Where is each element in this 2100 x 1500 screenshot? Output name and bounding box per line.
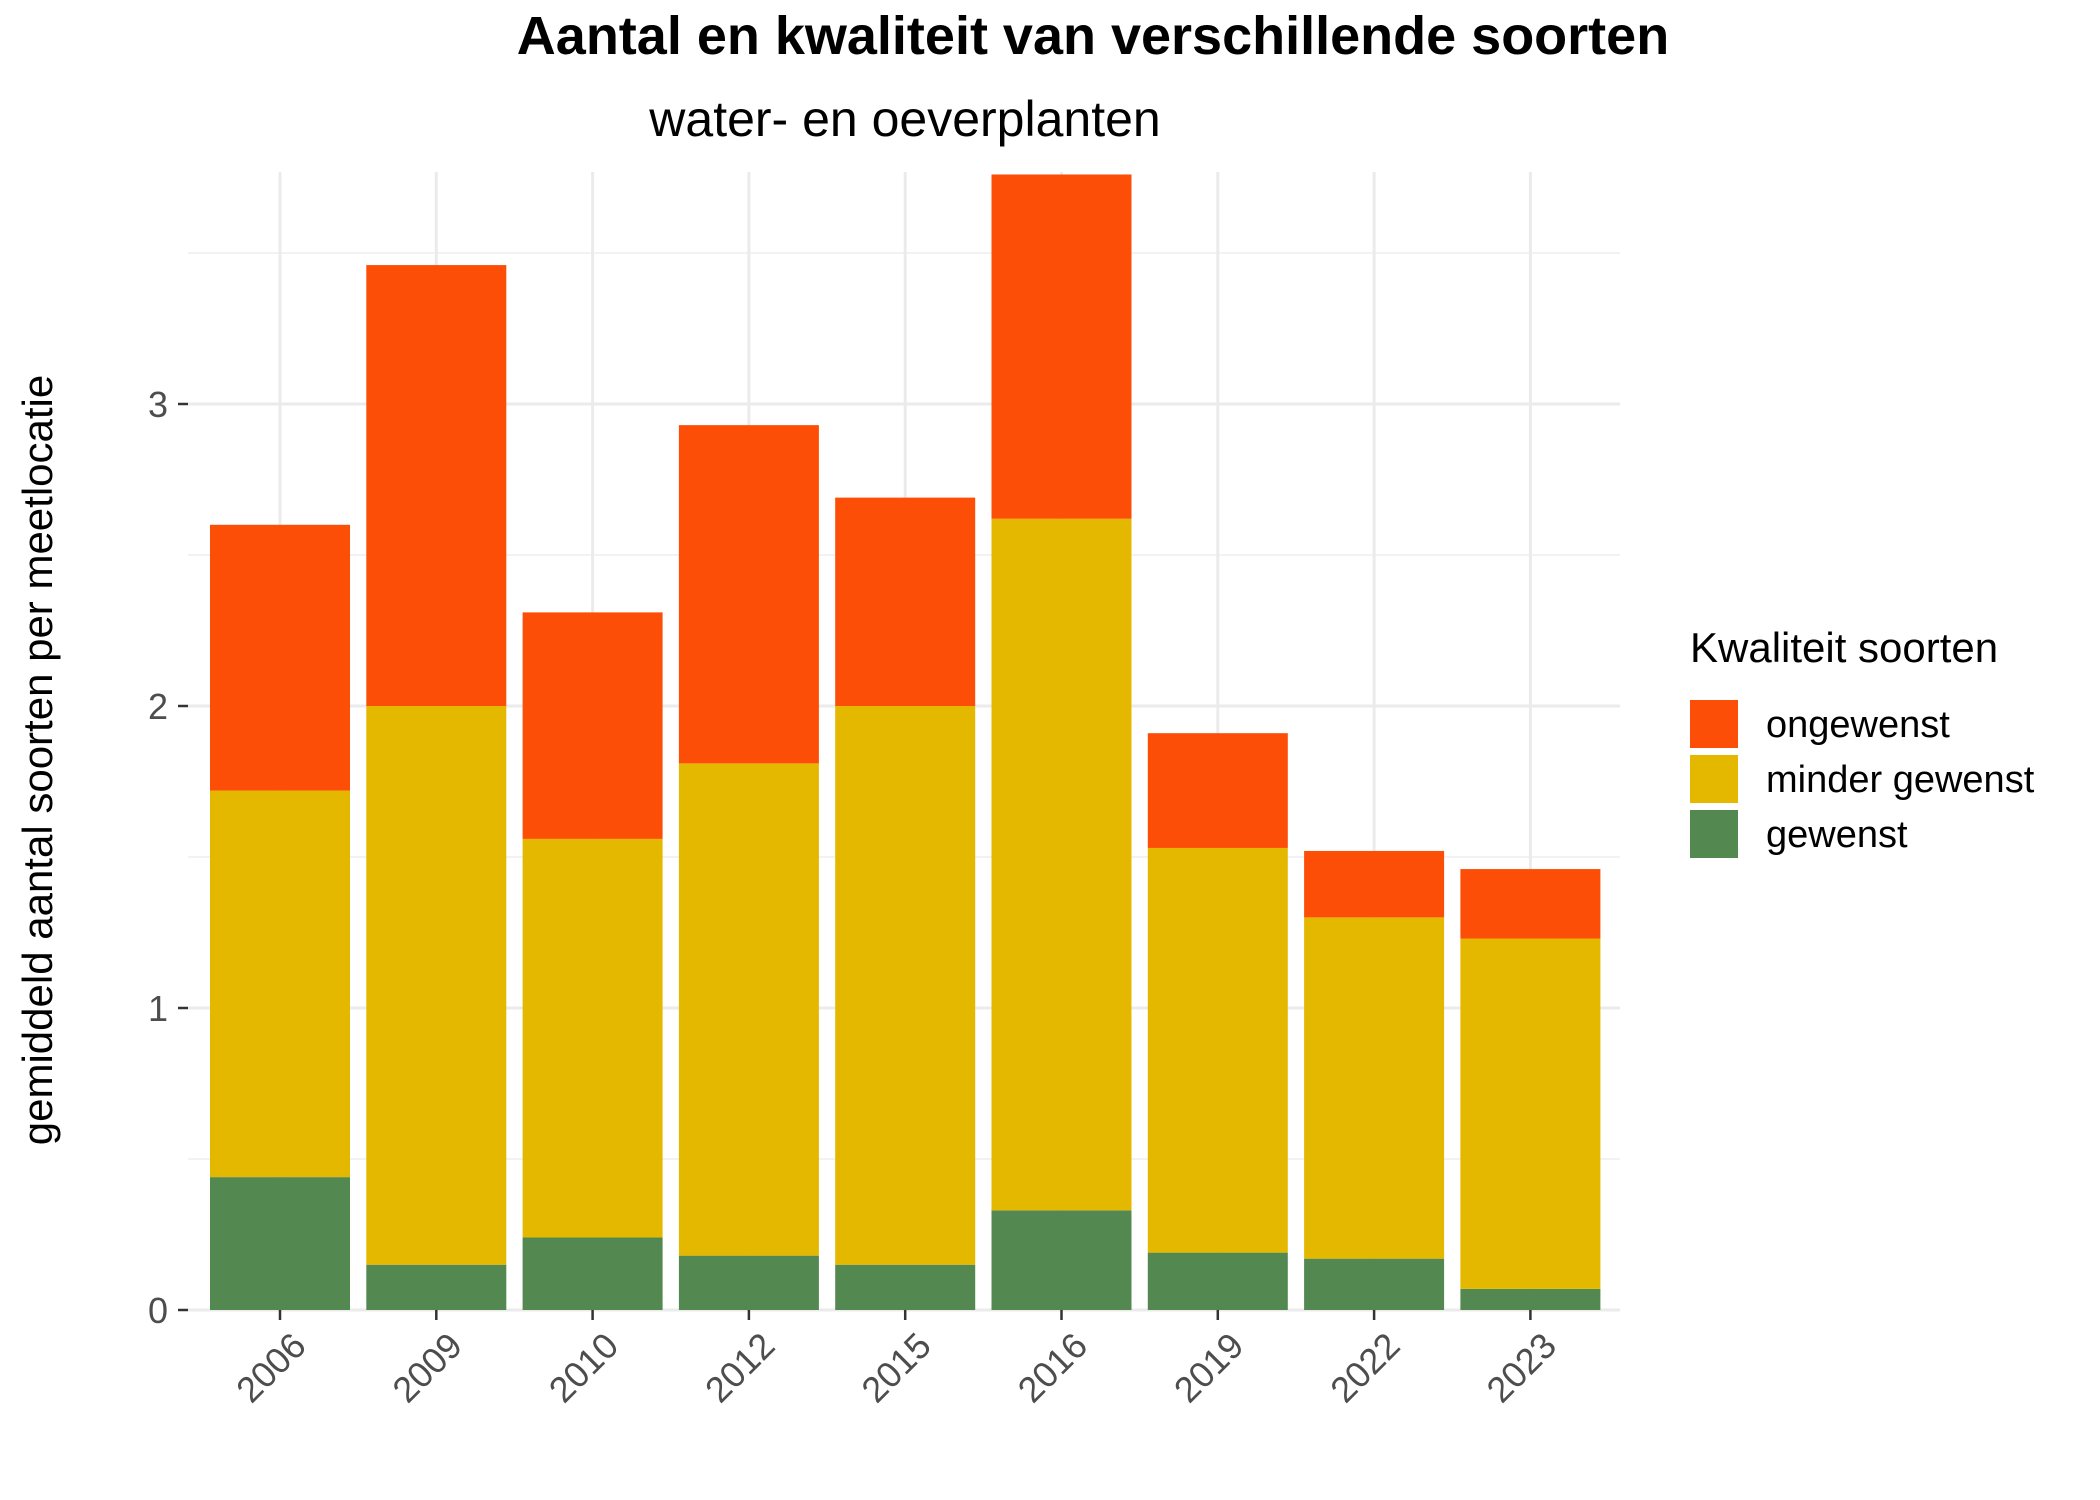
y-tick-label: 2 [148, 686, 168, 727]
bar-minder-gewenst-2006 [210, 790, 350, 1178]
bar-gewenst-2006 [210, 1177, 350, 1310]
x-tick-label-2009: 2009 [384, 1325, 470, 1411]
chart-subtitle: water- en oeverplanten [648, 91, 1160, 147]
bar-minder-gewenst-2012 [678, 763, 819, 1256]
y-axis-label: gemiddeld aantal soorten per meetlocatie [14, 375, 61, 1145]
bar-gewenst-2016 [991, 1210, 1132, 1310]
legend: Kwaliteit soorten ongewenst minder gewens… [1690, 624, 2035, 858]
bar-ongewenst-2012 [678, 425, 819, 764]
x-tick-label-2015: 2015 [853, 1325, 939, 1411]
bar-ongewenst-2023 [1460, 869, 1601, 939]
x-tick-label-2019: 2019 [1166, 1325, 1252, 1411]
bar-ongewenst-2006 [210, 524, 350, 791]
bar-ongewenst-2010 [522, 612, 663, 839]
bar-gewenst-2015 [835, 1264, 976, 1310]
bar-minder-gewenst-2015 [835, 706, 976, 1265]
x-tick-label-2016: 2016 [1010, 1325, 1096, 1411]
bar-minder-gewenst-2022 [1304, 917, 1445, 1259]
x-tick-label-2022: 2022 [1322, 1325, 1408, 1411]
bar-minder-gewenst-2019 [1147, 847, 1288, 1253]
x-tick-label-2006: 2006 [228, 1325, 314, 1411]
bar-minder-gewenst-2010 [522, 838, 663, 1238]
y-tick-label: 0 [148, 1290, 168, 1331]
bar-gewenst-2009 [366, 1264, 507, 1310]
legend-label-ongewenst: ongewenst [1766, 704, 1950, 746]
bar-minder-gewenst-2016 [991, 518, 1132, 1211]
bar-gewenst-2010 [522, 1237, 663, 1310]
legend-title: Kwaliteit soorten [1690, 624, 1998, 671]
chart-title: Aantal en kwaliteit van verschillende so… [517, 6, 1669, 66]
legend-swatch-ongewenst [1690, 700, 1738, 748]
bar-minder-gewenst-2023 [1460, 938, 1601, 1289]
bar-ongewenst-2016 [991, 174, 1132, 519]
bar-ongewenst-2019 [1147, 733, 1288, 848]
x-tick-label-2010: 2010 [541, 1325, 627, 1411]
legend-swatch-minder-gewenst [1690, 755, 1738, 803]
bar-minder-gewenst-2009 [366, 706, 507, 1265]
bar-gewenst-2023 [1460, 1288, 1601, 1310]
x-tick-label-2023: 2023 [1478, 1325, 1564, 1411]
x-tick-label-2012: 2012 [697, 1325, 783, 1411]
y-tick-label: 3 [148, 384, 168, 425]
bar-ongewenst-2015 [835, 497, 976, 706]
bar-gewenst-2022 [1304, 1258, 1445, 1310]
bars [210, 174, 1601, 1310]
bar-gewenst-2012 [678, 1255, 819, 1310]
legend-items: ongewenst minder gewenst gewenst [1690, 700, 2035, 858]
y-tick-label: 1 [148, 988, 168, 1029]
legend-label-gewenst: gewenst [1766, 814, 1908, 856]
bar-ongewenst-2009 [366, 265, 507, 706]
legend-label-minder-gewenst: minder gewenst [1766, 759, 2035, 801]
legend-swatch-gewenst [1690, 810, 1738, 858]
bar-ongewenst-2022 [1304, 850, 1445, 918]
bar-gewenst-2019 [1147, 1252, 1288, 1310]
